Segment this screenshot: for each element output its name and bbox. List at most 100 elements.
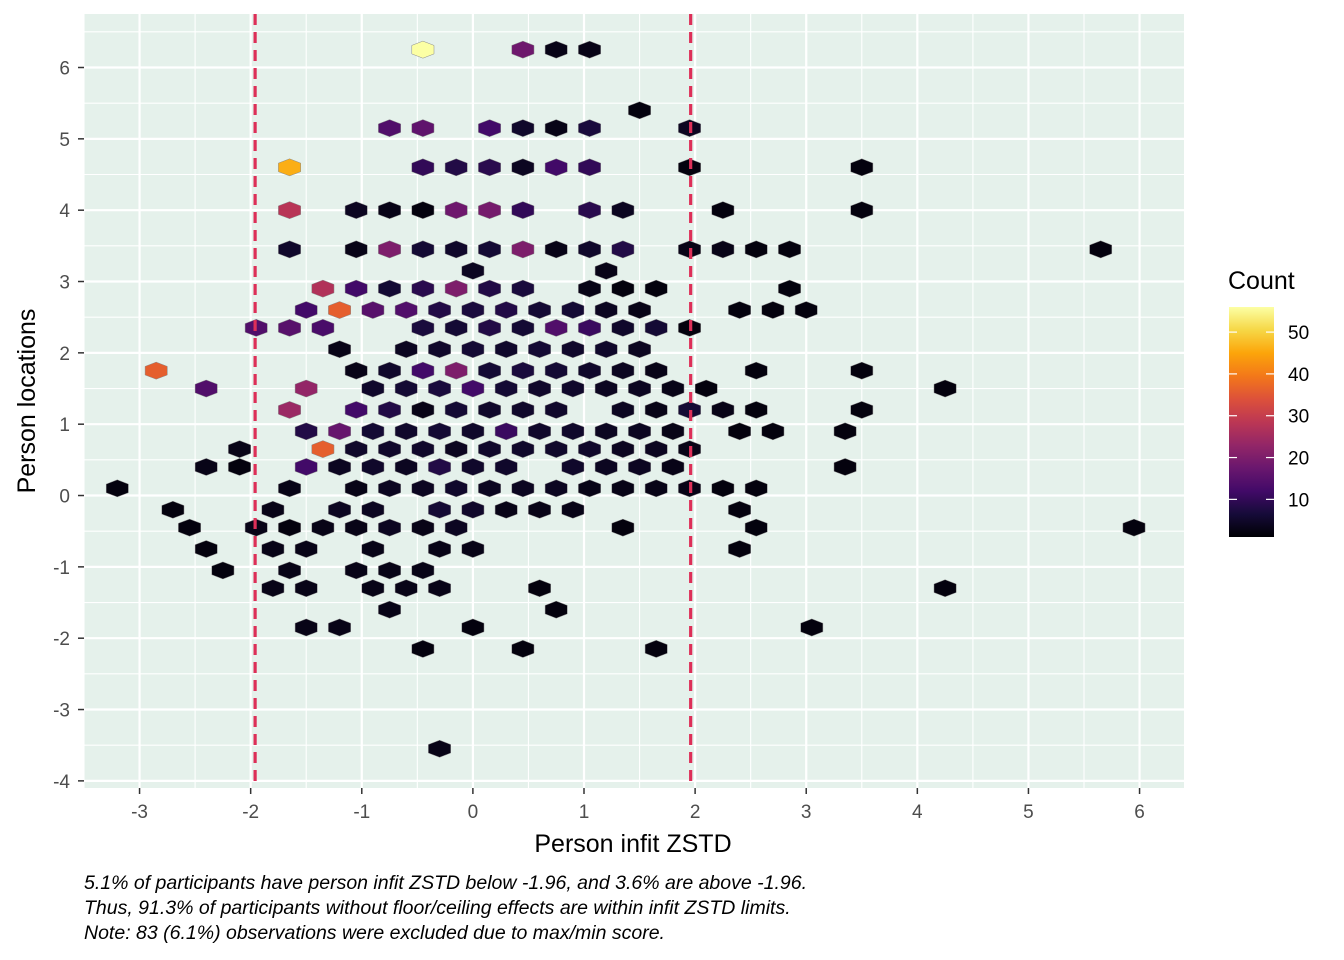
hex-cell (578, 361, 601, 380)
hex-cell (578, 158, 601, 177)
hex-cell (511, 279, 535, 298)
hex-cell (494, 500, 518, 519)
y-tick-label: -1 (53, 558, 70, 579)
hex-cell (294, 422, 318, 441)
hex-cell (378, 479, 401, 498)
hex-cell (628, 340, 651, 359)
hex-cell (378, 401, 401, 419)
legend-tick-label: 10 (1288, 490, 1309, 511)
x-tick-label: -1 (353, 802, 370, 823)
hex-cell (694, 379, 718, 398)
hex-cell (711, 401, 735, 419)
hex-cell (661, 458, 685, 476)
hex-cell (744, 518, 768, 537)
x-tick-label: -3 (131, 802, 148, 823)
hex-cell (478, 319, 501, 337)
hex-cell (428, 500, 451, 519)
hex-cell (461, 458, 485, 476)
hex-cell (661, 379, 685, 398)
hex-cell (311, 440, 335, 458)
y-tick-label: 6 (59, 59, 70, 80)
y-tick-label: 4 (59, 201, 70, 222)
major-gridlines (84, 14, 1184, 788)
y-axis: -4 -3 -2 -1 0 1 2 3 4 5 6 (53, 59, 84, 793)
hex-cell (594, 379, 618, 398)
hex-cell (328, 340, 351, 359)
hex-cell (294, 618, 318, 637)
hex-cell (478, 158, 501, 177)
hex-cell (344, 479, 368, 498)
x-tick-label: 0 (468, 802, 479, 823)
hex-cell (378, 201, 401, 219)
hex-cell (478, 479, 501, 498)
hex-cell (378, 361, 401, 380)
hex-cell (294, 579, 318, 598)
hex-cell (778, 279, 801, 298)
hex-cell (328, 422, 351, 441)
hexbin-cells (105, 40, 1146, 758)
x-tick-label: 4 (912, 802, 923, 823)
hex-cell (833, 422, 857, 441)
hex-cell (778, 240, 801, 259)
hex-cell (378, 119, 401, 137)
hex-cell (561, 301, 585, 319)
hex-cell (611, 401, 635, 419)
legend-tick-label: 50 (1288, 323, 1309, 344)
hex-cell (544, 401, 568, 419)
hex-cell (344, 518, 368, 537)
hex-cell (394, 379, 418, 398)
hex-cell (611, 279, 635, 298)
hex-cell (378, 440, 401, 458)
hex-cell (511, 40, 535, 59)
hex-cell (444, 240, 468, 259)
hex-cell (194, 379, 218, 398)
hex-cell (344, 440, 368, 458)
hex-cell (494, 301, 518, 319)
hex-cell (344, 361, 368, 380)
hex-cell (544, 479, 568, 498)
y-tick-label: -2 (53, 629, 70, 650)
hex-cell (561, 340, 585, 359)
y-tick-label: 0 (59, 487, 70, 508)
hex-cell (278, 561, 301, 580)
hex-cell (494, 379, 518, 398)
hex-cell (294, 540, 318, 558)
hex-cell (578, 201, 601, 219)
hex-cell (628, 101, 651, 120)
hex-cell (628, 458, 651, 476)
hex-cell (611, 201, 635, 219)
hex-cell (344, 561, 368, 580)
hex-cell (528, 340, 551, 359)
hex-cell (478, 361, 501, 380)
hex-cell (578, 319, 601, 337)
x-tick-label: 1 (579, 802, 590, 823)
hex-cell (933, 579, 957, 598)
hex-cell (228, 458, 251, 476)
hex-cell (850, 401, 874, 419)
y-axis-title: Person locations (13, 309, 41, 494)
hex-cell (561, 458, 585, 476)
hex-cell (628, 379, 651, 398)
hex-cell (194, 540, 218, 558)
hex-cell (728, 301, 751, 319)
hex-cell (411, 201, 435, 219)
hex-cell (444, 201, 468, 219)
caption-line-3: Note: 83 (6.1%) observations were exclud… (84, 922, 665, 944)
hex-cell (611, 319, 635, 337)
hex-cell (261, 579, 285, 598)
hex-cell (411, 119, 435, 137)
hex-cell (544, 319, 568, 337)
chart-caption: 5.1% of participants have person infit Z… (84, 871, 807, 946)
hex-cell (411, 361, 435, 380)
hex-cell (511, 158, 535, 177)
hex-cell (1122, 518, 1146, 537)
hex-cell (494, 422, 518, 441)
hex-cell (378, 240, 401, 259)
hex-cell (411, 479, 435, 498)
x-axis: -3 -2 -1 0 1 2 3 4 5 6 (131, 788, 1145, 823)
hex-cell (544, 158, 568, 177)
hex-cell (561, 379, 585, 398)
hex-cell (728, 500, 751, 519)
hex-cell (611, 240, 635, 259)
